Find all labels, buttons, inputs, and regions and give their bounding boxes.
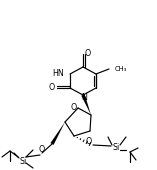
Text: O: O bbox=[49, 83, 55, 92]
Text: CH₃: CH₃ bbox=[115, 66, 127, 72]
Text: Si: Si bbox=[19, 157, 27, 166]
Text: Si: Si bbox=[112, 143, 120, 152]
Polygon shape bbox=[81, 94, 91, 115]
Text: O: O bbox=[85, 49, 91, 58]
Text: O: O bbox=[39, 146, 45, 155]
Text: N: N bbox=[81, 94, 87, 103]
Text: HN: HN bbox=[52, 70, 64, 79]
Text: O: O bbox=[71, 103, 77, 112]
Text: O: O bbox=[86, 137, 92, 146]
Polygon shape bbox=[50, 122, 65, 145]
